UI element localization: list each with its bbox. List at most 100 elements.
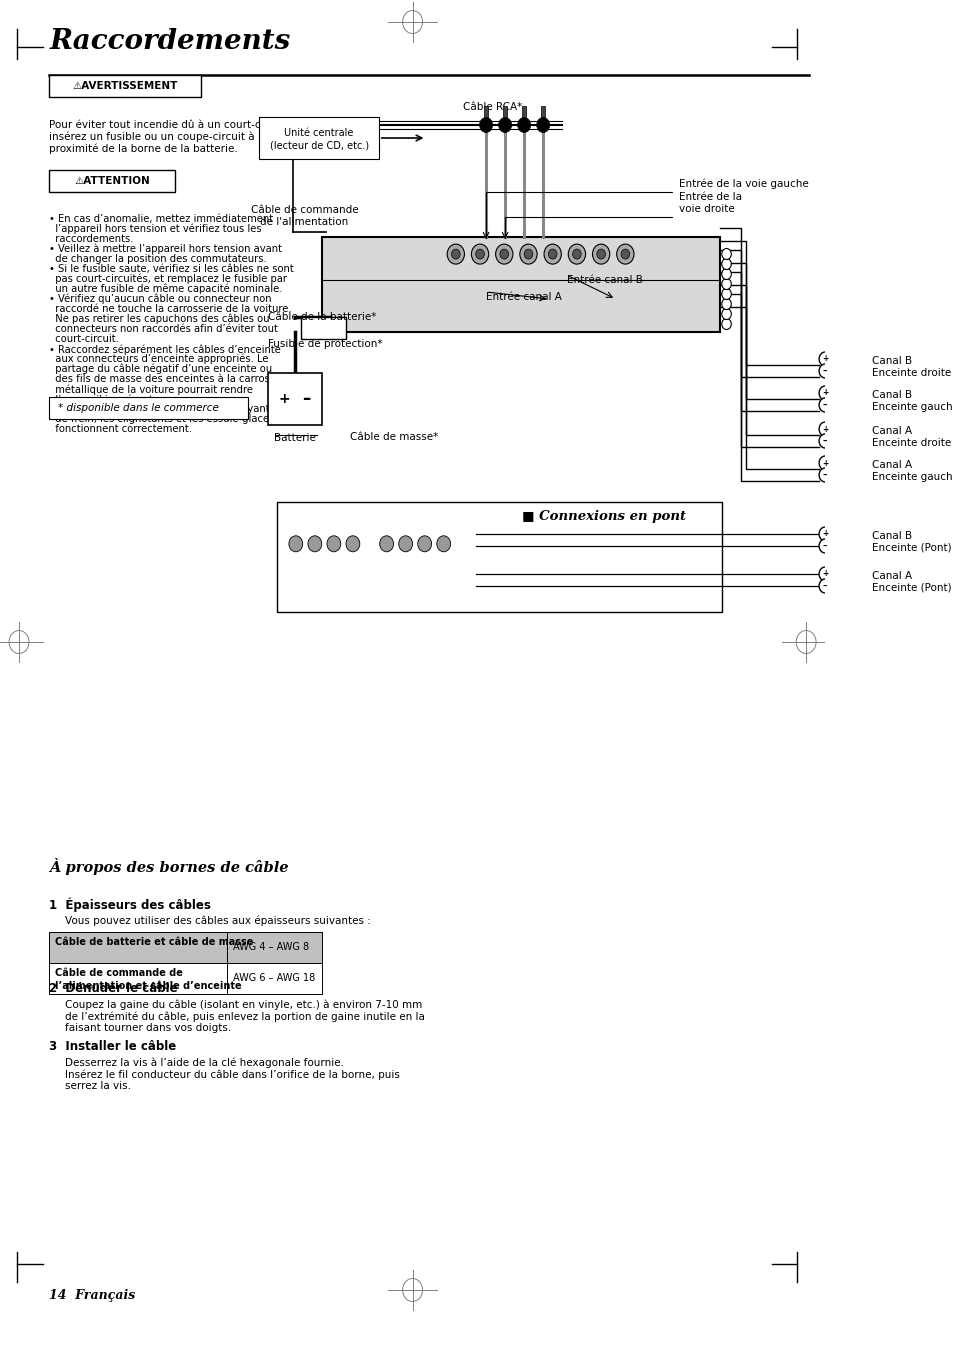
Text: –: –: [822, 582, 826, 590]
Bar: [276, 502, 721, 612]
Text: Canal B
Enceinte gauche: Canal B Enceinte gauche: [871, 391, 953, 412]
Circle shape: [597, 249, 605, 259]
Circle shape: [289, 536, 302, 552]
Text: 3  Installer le câble: 3 Installer le câble: [50, 1040, 176, 1053]
Polygon shape: [850, 519, 867, 562]
Text: • En cas d’anomalie, mettez immédiatement: • En cas d’anomalie, mettez immédiatemen…: [50, 214, 274, 224]
Circle shape: [721, 268, 731, 279]
Text: +: +: [821, 354, 827, 364]
Text: 1  Épaisseurs des câbles: 1 Épaisseurs des câbles: [50, 897, 211, 912]
Circle shape: [346, 536, 359, 552]
Text: partage du câble négatif d’une enceinte ou: partage du câble négatif d’une enceinte …: [50, 364, 273, 374]
Text: –: –: [822, 436, 826, 446]
Circle shape: [819, 527, 830, 541]
Circle shape: [447, 244, 464, 264]
Text: AWG 6 – AWG 18: AWG 6 – AWG 18: [233, 973, 314, 983]
Text: pas court-circuités, et remplacez le fusible par: pas court-circuités, et remplacez le fus…: [50, 273, 287, 284]
Circle shape: [819, 422, 830, 436]
Text: * disponible dans le commerce: * disponible dans le commerce: [58, 403, 218, 414]
Text: Insérez le fil conducteur du câble dans l’orifice de la borne, puis: Insérez le fil conducteur du câble dans …: [65, 1070, 399, 1080]
Text: Canal B
Enceinte (Pont): Canal B Enceinte (Pont): [871, 531, 950, 552]
Text: –: –: [302, 391, 311, 408]
Text: ⚠ATTENTION: ⚠ATTENTION: [74, 176, 150, 186]
Circle shape: [819, 387, 830, 400]
Text: Câble RCA*: Câble RCA*: [462, 102, 521, 112]
Text: Entrée de la
voie droite: Entrée de la voie droite: [679, 193, 741, 214]
Text: l’alimentation et câble d’enceinte: l’alimentation et câble d’enceinte: [55, 981, 242, 991]
Text: de frein, les clignotants et les essuie-glace: de frein, les clignotants et les essuie-…: [50, 414, 269, 424]
Circle shape: [819, 567, 830, 581]
Circle shape: [519, 244, 537, 264]
Circle shape: [819, 397, 830, 412]
Text: Câble de batterie et câble de masse: Câble de batterie et câble de masse: [55, 938, 253, 947]
Text: fonctionnent correctement.: fonctionnent correctement.: [50, 424, 193, 434]
Polygon shape: [850, 414, 867, 457]
Text: des fils de masse des enceintes à la carrosserie: des fils de masse des enceintes à la car…: [50, 374, 294, 384]
Text: Entrée canal B: Entrée canal B: [566, 275, 641, 286]
Circle shape: [417, 536, 431, 552]
Bar: [540, 105, 545, 117]
Polygon shape: [850, 377, 867, 422]
Circle shape: [592, 244, 609, 264]
Circle shape: [543, 244, 560, 264]
Text: connecteurs non raccordés afin d’éviter tout: connecteurs non raccordés afin d’éviter …: [50, 325, 278, 334]
Text: court-circuit.: court-circuit.: [50, 334, 119, 343]
Bar: [502, 105, 507, 117]
Text: –: –: [822, 541, 826, 551]
Circle shape: [819, 364, 830, 379]
Circle shape: [819, 579, 830, 593]
Circle shape: [548, 249, 557, 259]
Text: –: –: [822, 470, 826, 480]
Text: Vous pouvez utiliser des câbles aux épaisseurs suivantes :: Vous pouvez utiliser des câbles aux épai…: [65, 915, 371, 925]
Bar: [50, 397, 248, 419]
Text: +: +: [821, 388, 827, 397]
Bar: [50, 932, 321, 963]
Circle shape: [819, 457, 830, 470]
Circle shape: [523, 249, 532, 259]
Circle shape: [308, 536, 321, 552]
Text: (lecteur de CD, etc.): (lecteur de CD, etc.): [270, 141, 369, 151]
Circle shape: [568, 244, 585, 264]
Circle shape: [616, 244, 634, 264]
Text: de l’extrémité du câble, puis enlevez la portion de gaine inutile en la: de l’extrémité du câble, puis enlevez la…: [65, 1012, 424, 1022]
Circle shape: [819, 434, 830, 449]
Text: Canal A
Enceinte droite: Canal A Enceinte droite: [871, 426, 950, 447]
Circle shape: [721, 259, 731, 269]
Bar: [521, 105, 526, 117]
Text: Câble de commande
de l'alimentation: Câble de commande de l'alimentation: [251, 205, 358, 226]
Text: Batterie: Batterie: [274, 432, 315, 443]
Circle shape: [327, 536, 340, 552]
Text: AWG 4 – AWG 8: AWG 4 – AWG 8: [233, 942, 309, 952]
Circle shape: [476, 249, 484, 259]
Bar: [330, 242, 347, 275]
Text: ■ Connexions en pont: ■ Connexions en pont: [521, 511, 685, 523]
Circle shape: [819, 467, 830, 482]
Text: Canal A
Enceinte gauche: Canal A Enceinte gauche: [871, 459, 953, 482]
Circle shape: [819, 539, 830, 554]
Text: l’appareil inopérant.: l’appareil inopérant.: [50, 395, 156, 404]
Circle shape: [517, 117, 530, 132]
Circle shape: [819, 352, 830, 366]
Text: • Raccordez séparément les câbles d’enceinte: • Raccordez séparément les câbles d’ence…: [50, 343, 281, 354]
Text: À propos des bornes de câble: À propos des bornes de câble: [50, 858, 289, 876]
Text: Ne pas retirer les capuchons des câbles ou: Ne pas retirer les capuchons des câbles …: [50, 314, 270, 325]
Circle shape: [496, 244, 513, 264]
Text: proximité de la borne de la batterie.: proximité de la borne de la batterie.: [50, 143, 238, 154]
Text: Unité centrale: Unité centrale: [284, 128, 354, 137]
Polygon shape: [850, 558, 867, 602]
Polygon shape: [850, 343, 867, 387]
Bar: [50, 170, 174, 193]
Circle shape: [721, 248, 731, 260]
Text: raccordements.: raccordements.: [50, 234, 133, 244]
Text: Desserrez la vis à l’aide de la clé hexagonale fournie.: Desserrez la vis à l’aide de la clé hexa…: [65, 1057, 343, 1068]
Text: Raccordements: Raccordements: [50, 28, 291, 55]
Circle shape: [479, 117, 492, 132]
Circle shape: [471, 244, 488, 264]
Text: Câble de commande de: Câble de commande de: [55, 968, 183, 978]
Circle shape: [721, 308, 731, 319]
Text: • Veillez à mettre l’appareil hors tension avant: • Veillez à mettre l’appareil hors tensi…: [50, 244, 282, 255]
Bar: [483, 105, 488, 117]
Text: • Si le fusible saute, vérifiez si les câbles ne sont: • Si le fusible saute, vérifiez si les c…: [50, 264, 294, 273]
Bar: [268, 373, 321, 426]
Circle shape: [721, 318, 731, 330]
